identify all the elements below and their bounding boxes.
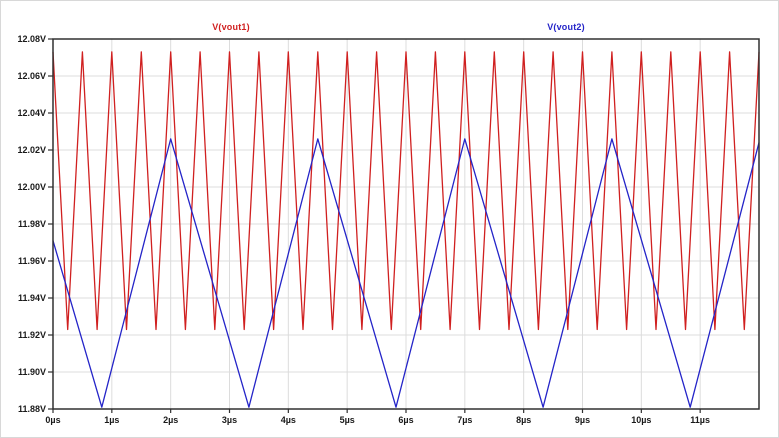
legend-vout1[interactable]: V(vout1): [212, 22, 250, 32]
x-tick-label: 3µs: [222, 415, 237, 425]
x-tick-label: 11µs: [690, 415, 710, 425]
y-tick-label: 11.90V: [18, 367, 46, 377]
trace-vvout1[interactable]: [52, 51, 760, 331]
x-tick-label: 6µs: [398, 415, 413, 425]
y-tick-label: 12.06V: [17, 71, 46, 81]
x-tick-label: 8µs: [516, 415, 531, 425]
y-tick-label: 12.00V: [17, 182, 46, 192]
x-tick-label: 0µs: [45, 415, 60, 425]
y-tick-label: 11.94V: [18, 293, 46, 303]
x-tick-label: 10µs: [631, 415, 651, 425]
x-tick-label: 9µs: [575, 415, 590, 425]
y-tick-label: 12.02V: [17, 145, 46, 155]
y-tick-label: 12.04V: [17, 108, 46, 118]
y-tick-label: 11.98V: [18, 219, 46, 229]
legend-vout2[interactable]: V(vout2): [547, 22, 585, 32]
y-tick-label: 11.88V: [18, 404, 46, 414]
x-tick-label: 5µs: [340, 415, 355, 425]
x-tick-label: 1µs: [104, 415, 119, 425]
x-tick-label: 2µs: [163, 415, 178, 425]
y-tick-label: 11.92V: [18, 330, 46, 340]
y-tick-label: 11.96V: [18, 256, 46, 266]
x-tick-label: 7µs: [457, 415, 472, 425]
y-tick-label: 12.08V: [17, 34, 46, 44]
x-tick-label: 4µs: [281, 415, 296, 425]
trace-vvout2[interactable]: [52, 138, 760, 408]
